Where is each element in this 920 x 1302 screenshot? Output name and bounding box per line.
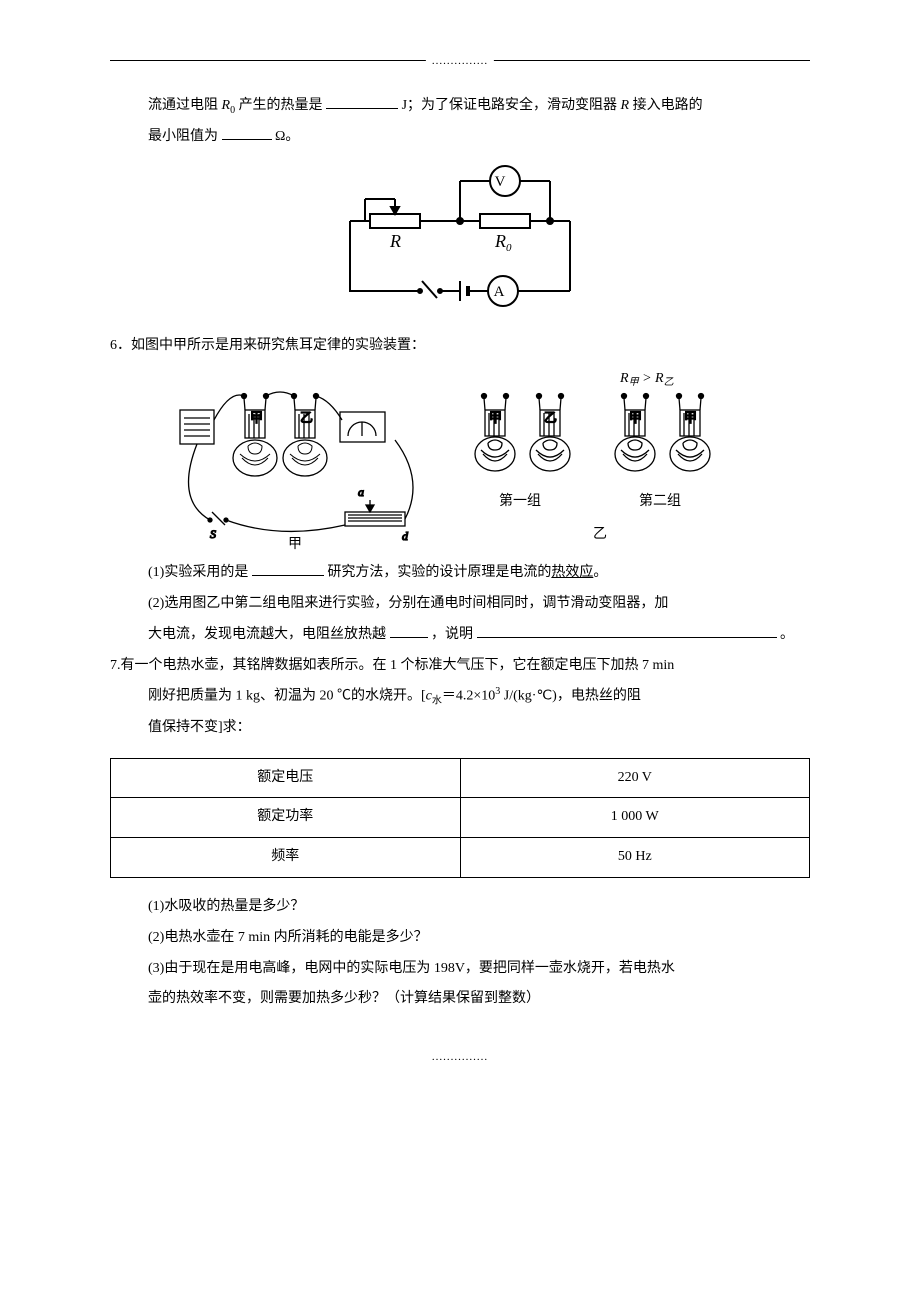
var-R0-sub: 0 (230, 105, 235, 116)
cell-val: 1 000 W (460, 798, 810, 838)
q6-sub1: (1)实验采用的是 研究方法，实验的设计原理是电流的热效应。 (148, 558, 810, 589)
label-R0: R0 (494, 231, 512, 254)
var-R0: R (222, 98, 231, 113)
q6-sub2b: 大电流，发现电流越大，电阻丝放热越 ，说明 。 (148, 620, 810, 651)
svg-text:甲: 甲 (629, 410, 642, 425)
svg-text:乙: 乙 (544, 410, 557, 425)
r-compare: R甲 > R乙 (619, 371, 674, 388)
table-row: 额定功率 1 000 W (111, 798, 810, 838)
circuit-svg: R R0 V A (310, 161, 610, 311)
svg-text:乙: 乙 (300, 410, 313, 425)
q6-head: 6．如图中甲所示是用来研究焦耳定律的实验装置： (110, 331, 810, 362)
q6-figure: S a d (110, 370, 810, 550)
group1-label: 第一组 (499, 492, 541, 509)
svg-text:S: S (210, 527, 216, 541)
cell-key: 额定功率 (111, 798, 461, 838)
txt: 。 (780, 627, 794, 642)
txt: 研究方法，实验的设计原理是电流的 (327, 565, 551, 580)
blank-min-r[interactable] (222, 126, 272, 140)
cell-key: 额定电压 (111, 758, 461, 798)
svg-text:甲: 甲 (489, 410, 502, 425)
underline-heat-effect: 热效应 (551, 565, 593, 580)
txt: 刚好把质量为 1 kg、初温为 20 ℃的水烧开。[ (148, 689, 426, 704)
circuit-figure: R R0 V A (110, 161, 810, 324)
blank-heat[interactable] (326, 95, 398, 109)
txt: J/(kg·℃)，电热丝的阻 (500, 689, 641, 704)
cell-val: 50 Hz (460, 838, 810, 878)
txt: (1)实验采用的是 (148, 565, 248, 580)
cont-line-1: 流通过电阻 R0 产生的热量是 J；为了保证电路安全，滑动变阻器 R 接入电路的 (148, 91, 810, 122)
q7-s3a: (3)由于现在是用电高峰，电网中的实际电压为 198V，要把同样一壶水烧开，若电… (148, 954, 810, 985)
q7-head-a: 7.有一个电热水壶，其铭牌数据如表所示。在 1 个标准大气压下，它在额定电压下加… (110, 651, 810, 682)
cell-val: 220 V (460, 758, 810, 798)
page-bottom-dots: ............... (110, 1045, 810, 1069)
txt: J；为了保证电路安全，滑动变阻器 (402, 98, 621, 113)
cont-line-2: 最小阻值为 Ω。 (148, 122, 810, 153)
var-R: R (621, 98, 630, 113)
txt: ，说明 (431, 627, 473, 642)
q7-head-b: 刚好把质量为 1 kg、初温为 20 ℃的水烧开。[c水＝4.2×103 J/(… (148, 681, 810, 712)
page-top-rule (110, 60, 810, 61)
txt: 流通过电阻 (148, 98, 222, 113)
blank-method[interactable] (252, 562, 324, 576)
caption-jia: 甲 (288, 537, 302, 550)
svg-text:d: d (402, 529, 409, 543)
group2-label: 第二组 (639, 492, 681, 509)
q7-head-e: 值保持不变]求： (148, 713, 810, 744)
txt: 最小阻值为 (148, 129, 218, 144)
q6-sub2a: (2)选用图乙中第二组电阻来进行实验，分别在通电时间相同时，调节滑动变阻器，加 (148, 589, 810, 620)
caption-yi: 乙 (593, 526, 607, 542)
svg-text:甲: 甲 (250, 410, 263, 425)
blank-explain[interactable] (477, 624, 777, 638)
q7-s3b: 壶的热效率不变，则需要加热多少秒？（计算结果保留到整数） (148, 984, 810, 1015)
cell-key: 频率 (111, 838, 461, 878)
apparatus-yi-svg: R甲 > R乙 (470, 370, 750, 550)
q7-s2: (2)电热水壶在 7 min 内所消耗的电能是多少？ (148, 923, 810, 954)
c-sub: 水 (432, 696, 442, 707)
txt: 接入电路的 (633, 98, 703, 113)
txt: Ω。 (275, 129, 299, 144)
svg-text:甲: 甲 (684, 410, 697, 425)
txt: 。 (593, 565, 607, 580)
txt: 产生的热量是 (239, 98, 323, 113)
apparatus-jia-svg: S a d (170, 380, 430, 550)
txt: ＝4.2×10 (442, 689, 495, 704)
svg-text:a: a (358, 485, 364, 499)
txt: 大电流，发现电流越大，电阻丝放热越 (148, 627, 386, 642)
table-row: 频率 50 Hz (111, 838, 810, 878)
label-A: A (494, 284, 505, 300)
label-V: V (495, 174, 506, 190)
label-R: R (389, 231, 401, 251)
q7-s1: (1)水吸收的热量是多少？ (148, 892, 810, 923)
blank-more[interactable] (390, 624, 428, 638)
table-row: 额定电压 220 V (111, 758, 810, 798)
spec-table: 额定电压 220 V 额定功率 1 000 W 频率 50 Hz (110, 758, 810, 878)
